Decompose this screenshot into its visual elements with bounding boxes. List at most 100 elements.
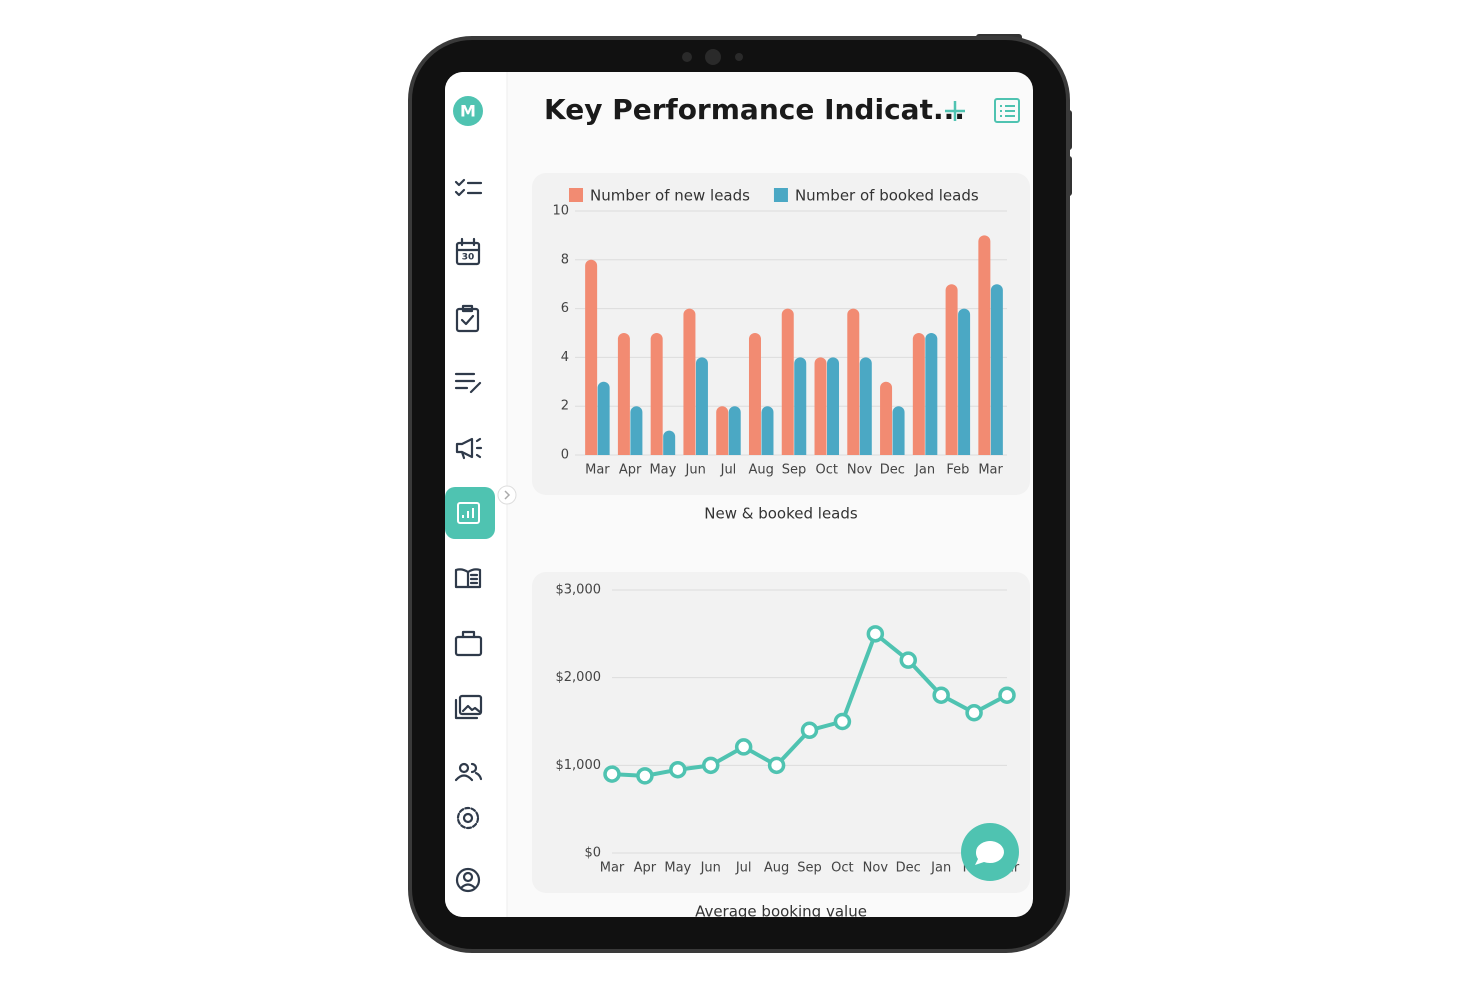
x-tick-label: Jan	[930, 861, 951, 876]
point	[899, 651, 917, 669]
bar	[945, 284, 958, 455]
chart-title: New & booked leads	[704, 505, 858, 523]
y-tick-label: 8	[561, 252, 569, 267]
y-tick-label: 0	[561, 448, 569, 463]
megaphone-icon[interactable]	[455, 437, 483, 460]
x-tick-label: Apr	[634, 861, 657, 876]
x-tick-label: Aug	[764, 861, 789, 876]
calendar-icon-glyph: 30	[462, 253, 475, 263]
bar	[695, 357, 708, 455]
avatar[interactable]	[453, 96, 483, 126]
bar	[925, 333, 938, 455]
x-tick-label: Dec	[896, 861, 921, 876]
settings-icon[interactable]	[456, 806, 480, 830]
profile-icon[interactable]	[455, 867, 481, 893]
screen: M 30 Key Performance Indicat... 0 2 4 6 8 10 N…	[445, 72, 1033, 921]
chart-title: Average booking value	[695, 903, 867, 921]
point	[702, 756, 720, 775]
avatar-initial: M	[460, 102, 476, 121]
bar	[958, 308, 971, 455]
collapse-toggle[interactable]	[497, 485, 517, 505]
x-tick-label: Mar	[585, 463, 610, 478]
bar	[859, 357, 872, 455]
bar	[728, 406, 741, 455]
x-tick-label: Nov	[847, 463, 873, 478]
bar	[880, 381, 893, 455]
bar	[650, 333, 663, 455]
y-tick-label: $3,000	[556, 583, 602, 598]
x-tick-label: May	[664, 861, 691, 876]
x-tick-label: Mar	[600, 861, 625, 876]
x-tick-label: Jun	[685, 463, 706, 478]
bar	[847, 308, 860, 455]
notes-icon[interactable]	[454, 372, 482, 394]
legend-swatch	[569, 188, 583, 202]
x-tick-label: Jul	[735, 861, 752, 876]
sensor	[735, 53, 743, 61]
bar	[814, 357, 827, 455]
x-tick-label: Jul	[720, 463, 737, 478]
legend-label: Number of new leads	[590, 187, 750, 205]
bar	[716, 406, 729, 455]
x-tick-label: Oct	[816, 463, 838, 478]
bar	[748, 333, 761, 455]
point	[800, 721, 819, 740]
point	[734, 738, 753, 756]
point	[767, 756, 786, 775]
x-tick-label: Jan	[914, 463, 935, 478]
x-tick-label: Sep	[797, 861, 822, 876]
x-tick-label: Dec	[880, 463, 905, 478]
kpi-icon	[457, 502, 480, 524]
point	[636, 767, 654, 785]
bar	[761, 406, 774, 455]
y-tick-label: $1,000	[556, 758, 602, 773]
gallery-icon[interactable]	[454, 694, 483, 720]
bar	[597, 381, 610, 455]
book-icon[interactable]	[454, 568, 482, 589]
point	[669, 760, 687, 779]
legend-label: Number of booked leads	[795, 187, 979, 205]
sensor	[682, 52, 692, 62]
bar	[990, 284, 1003, 455]
y-tick-label: 6	[561, 301, 569, 316]
clipboard-icon[interactable]	[455, 304, 480, 333]
y-tick-label: 10	[552, 204, 569, 219]
x-tick-label: Mar	[978, 463, 1003, 478]
point	[998, 686, 1016, 704]
point	[833, 712, 852, 731]
x-tick-label: Nov	[863, 861, 889, 876]
y-tick-label: 2	[561, 399, 569, 414]
x-tick-label: Aug	[749, 463, 774, 478]
bar	[683, 308, 696, 455]
add-button[interactable]	[945, 101, 965, 121]
point	[866, 625, 885, 643]
briefcase-icon[interactable]	[454, 630, 483, 657]
x-tick-label: Sep	[782, 463, 807, 478]
calendar-icon[interactable]	[455, 237, 481, 266]
collapse-arrow	[504, 490, 511, 500]
point	[603, 765, 621, 783]
bar	[794, 357, 807, 455]
bar	[630, 406, 643, 455]
active-nav-item[interactable]	[445, 487, 495, 539]
chart-card	[532, 572, 1030, 893]
camera	[705, 49, 721, 65]
bar	[827, 357, 840, 455]
x-tick-label: Feb	[946, 463, 969, 478]
team-icon[interactable]	[454, 762, 483, 782]
legend-swatch	[773, 188, 788, 202]
tasks-icon[interactable]	[454, 178, 483, 197]
bar	[912, 333, 925, 455]
x-tick-label: Jun	[700, 861, 721, 876]
chat-icon	[975, 841, 1004, 865]
bar	[781, 308, 794, 455]
x-tick-label: Apr	[619, 463, 642, 478]
bar	[617, 333, 630, 455]
x-tick-label: May	[649, 463, 676, 478]
y-tick-label: $2,000	[556, 670, 602, 685]
point	[965, 703, 983, 722]
charts: 0 2 4 6 8 10 Number of new leads Number of book…	[552, 187, 1019, 921]
bar	[978, 235, 991, 455]
x-tick-label: Oct	[831, 861, 853, 876]
list-button[interactable]	[994, 98, 1020, 123]
